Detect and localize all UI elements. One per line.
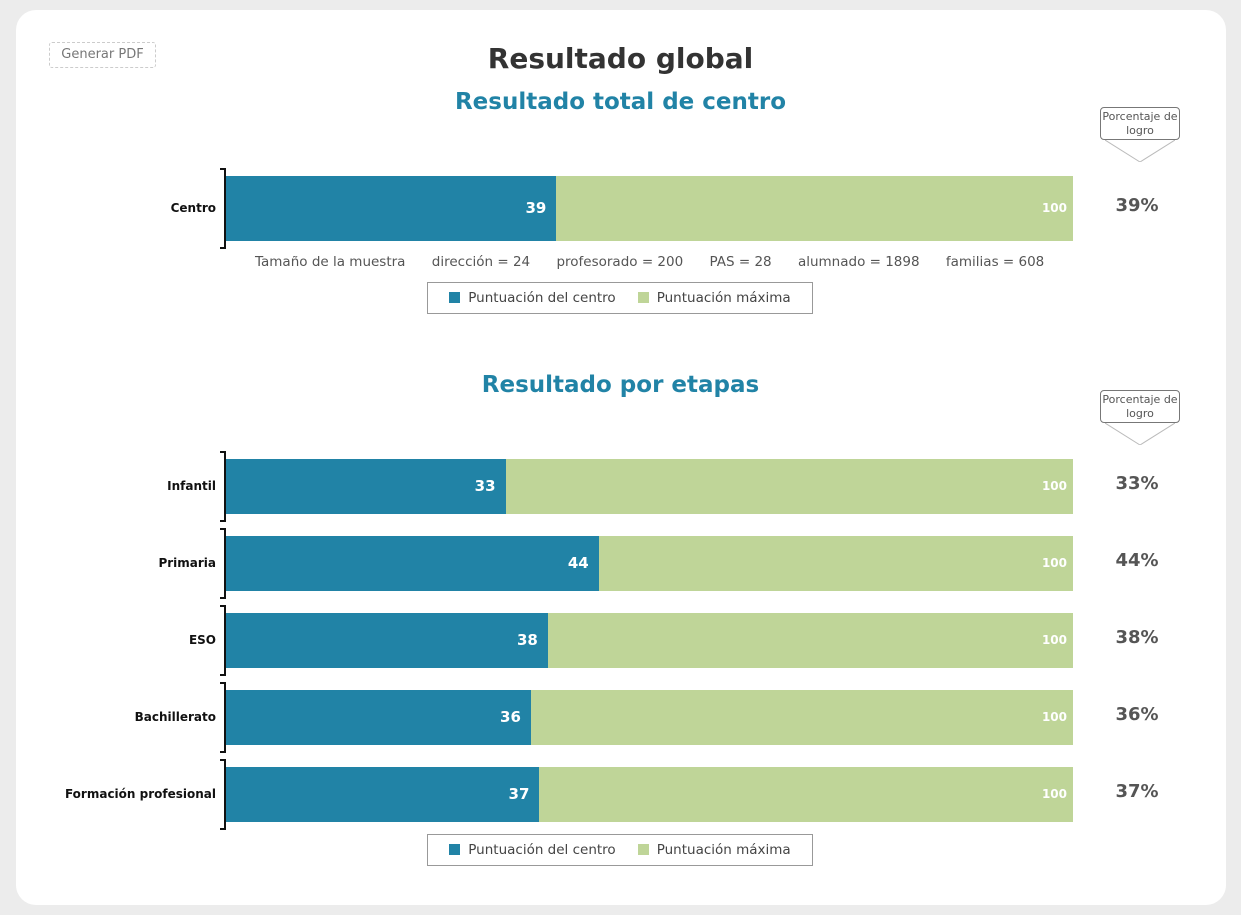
value-label-centro: 36 <box>500 707 521 726</box>
legend-item-maxima[interactable]: Puntuación máxima <box>637 842 791 858</box>
pointer-arrow-icon <box>1105 140 1175 162</box>
chart-title-etapas: Resultado por etapas <box>481 372 760 398</box>
sample-item: alumnado = 1898 <box>797 254 920 270</box>
bar-max: 33 100 <box>226 459 1073 514</box>
bar-max: 38 100 <box>226 613 1073 668</box>
legend-item-maxima[interactable]: Puntuación máxima <box>637 290 791 306</box>
value-label-centro: 39 <box>525 198 547 217</box>
value-label-centro: 33 <box>474 476 496 495</box>
bar-centro <box>226 613 548 668</box>
value-label-max: 100 <box>1041 786 1067 801</box>
legend-item-centro[interactable]: Puntuación del centro <box>449 290 616 306</box>
bar-centro <box>226 690 531 745</box>
legend: Puntuación del centro Puntuación máxima <box>427 834 813 866</box>
generate-pdf-button[interactable]: Generar PDF <box>49 42 156 68</box>
sample-item: profesorado = 200 <box>556 254 684 270</box>
results-card <box>16 10 1226 905</box>
pct-header: Porcentaje de logro <box>1100 390 1180 423</box>
percent-label: 38% <box>1115 626 1159 648</box>
value-label-centro: 38 <box>517 630 538 649</box>
legend-item-centro[interactable]: Puntuación del centro <box>449 842 616 858</box>
value-label-centro: 37 <box>508 784 530 803</box>
category-label: ESO <box>188 632 216 647</box>
sample-item: dirección = 24 <box>431 254 531 270</box>
bar-centro <box>226 459 506 514</box>
value-label-max: 100 <box>1041 709 1067 724</box>
pointer-arrow-icon <box>1105 423 1175 445</box>
category-label: Centro <box>170 200 216 215</box>
sample-size: Tamaño de la muestra dirección = 24 prof… <box>255 254 1066 270</box>
category-label: Infantil <box>167 478 216 493</box>
axis-bracket <box>220 759 226 830</box>
bar-centro <box>226 767 540 822</box>
bar-max: 37 100 <box>226 767 1073 822</box>
percent-label: 37% <box>1115 780 1159 802</box>
axis-bracket <box>220 168 226 249</box>
bar-max: 39 100 <box>226 176 1073 241</box>
percent-label: 39% <box>1115 194 1159 216</box>
bar-max: 36 100 <box>226 690 1073 745</box>
sample-item: PAS = 28 <box>709 254 772 270</box>
axis-bracket <box>220 682 226 753</box>
category-label: Formación profesional <box>64 786 216 801</box>
value-label-max: 100 <box>1041 632 1067 647</box>
value-label-centro: 44 <box>567 553 589 572</box>
percent-label: 33% <box>1115 472 1159 494</box>
chart-title-total: Resultado total de centro <box>454 89 787 115</box>
value-label-max: 100 <box>1041 200 1067 215</box>
pct-header: Porcentaje de logro <box>1100 107 1180 140</box>
value-label-max: 100 <box>1041 555 1067 570</box>
percent-label: 44% <box>1115 549 1159 571</box>
page-title: Resultado global <box>487 42 754 75</box>
axis-bracket <box>220 451 226 522</box>
category-label: Bachillerato <box>134 709 216 724</box>
bar-centro <box>226 176 557 241</box>
sample-label: Tamaño de la muestra <box>255 254 406 270</box>
axis-bracket <box>220 528 226 599</box>
bar-centro <box>226 536 599 591</box>
bar-max: 44 100 <box>226 536 1073 591</box>
percent-label: 36% <box>1115 703 1159 725</box>
axis-bracket <box>220 605 226 676</box>
category-label: Primaria <box>158 555 216 570</box>
sample-item: familias = 608 <box>945 254 1045 270</box>
value-label-max: 100 <box>1041 478 1067 493</box>
legend: Puntuación del centro Puntuación máxima <box>427 282 813 314</box>
